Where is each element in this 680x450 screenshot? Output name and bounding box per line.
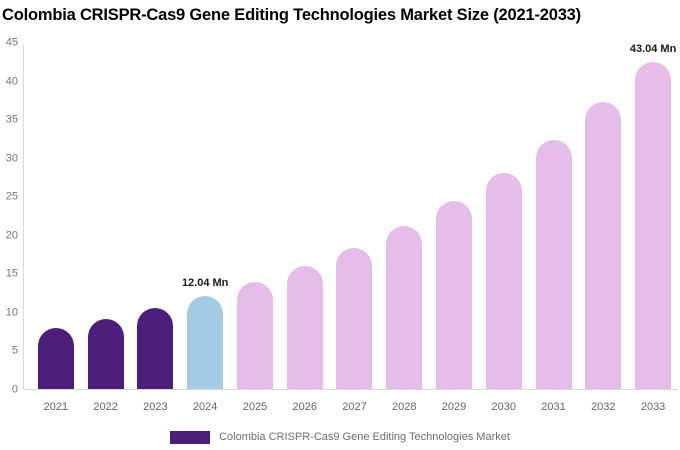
bars-container: 2021 2022 2023 12.04 Mn 2024 2025 2026 2027 2028… (31, 43, 678, 413)
legend-swatch (170, 430, 211, 444)
y-tick-0: 0 (11, 383, 18, 396)
y-tick-30: 30 (5, 152, 18, 165)
x-tick-2028: 2028 (392, 401, 417, 413)
bar-2033[interactable] (635, 62, 672, 389)
bar-2027[interactable] (336, 247, 373, 389)
legend: Colombia CRISPR-Cas9 Gene Editing Techno… (0, 428, 680, 446)
legend-label: Colombia CRISPR-Cas9 Gene Editing Techno… (219, 431, 510, 443)
bar-2024[interactable] (187, 296, 224, 389)
bar-2028[interactable] (386, 226, 423, 389)
chart-title: Colombia CRISPR-Cas9 Gene Editing Techno… (2, 6, 581, 24)
x-tick-2030: 2030 (491, 401, 517, 413)
bar-column-2024: 12.04 Mn 2024 (180, 43, 230, 413)
bar-2025[interactable] (236, 282, 273, 389)
x-tick-2032: 2032 (591, 401, 616, 413)
x-tick-2031: 2031 (541, 401, 566, 413)
bar-column-2026: 2026 (280, 43, 330, 413)
bar-column-2021: 2021 (31, 43, 81, 413)
bar-2029[interactable] (436, 201, 472, 389)
bar-column-2025: 2025 (230, 43, 280, 413)
bar-column-2032: 2032 (578, 43, 628, 413)
bar-2026[interactable] (286, 265, 323, 389)
bar-column-2031: 2031 (529, 43, 579, 413)
x-tick-2024: 2024 (192, 401, 218, 413)
y-axis-labels: 0 5 10 15 20 25 30 35 40 45 (0, 37, 19, 395)
bar-2023[interactable] (137, 308, 174, 389)
x-tick-2027: 2027 (342, 401, 367, 413)
x-tick-2025: 2025 (242, 401, 268, 413)
plot-area: 2021 2022 2023 12.04 Mn 2024 2025 2026 2027 2028… (23, 43, 678, 413)
bar-2031[interactable] (535, 139, 572, 389)
y-tick-25: 25 (5, 190, 18, 203)
y-tick-10: 10 (5, 306, 18, 319)
bar-column-2023: 2023 (131, 43, 181, 413)
y-tick-20: 20 (5, 229, 18, 242)
x-tick-2021: 2021 (43, 401, 69, 413)
bar-column-2033: 43.04 Mn 2033 (628, 43, 678, 413)
bar-2021[interactable] (37, 328, 74, 389)
y-tick-15: 15 (5, 267, 18, 280)
bar-value-label-2033: 43.04 Mn (629, 43, 677, 55)
bar-2022[interactable] (87, 319, 124, 389)
y-tick-35: 35 (5, 113, 18, 126)
bar-column-2030: 2030 (479, 43, 529, 413)
x-tick-2022: 2022 (93, 401, 118, 413)
x-tick-2029: 2029 (441, 401, 467, 413)
y-tick-5: 5 (11, 344, 18, 357)
bar-column-2027: 2027 (330, 43, 380, 413)
bar-2032[interactable] (585, 102, 622, 389)
bar-value-label-2024: 12.04 Mn (181, 277, 229, 290)
x-tick-2026: 2026 (292, 401, 317, 413)
x-tick-2033: 2033 (640, 401, 666, 413)
y-tick-40: 40 (5, 75, 18, 88)
x-tick-2023: 2023 (143, 401, 168, 413)
bar-2030[interactable] (485, 172, 522, 389)
bar-column-2028: 2028 (379, 43, 429, 413)
bar-column-2022: 2022 (81, 43, 131, 413)
y-tick-45: 45 (5, 36, 18, 49)
bar-column-2029: 2029 (429, 43, 479, 413)
